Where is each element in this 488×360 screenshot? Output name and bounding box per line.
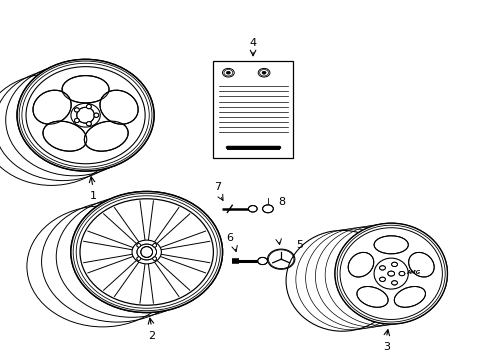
Text: AMG: AMG: [405, 270, 419, 275]
Ellipse shape: [94, 113, 99, 117]
Ellipse shape: [71, 192, 222, 312]
Ellipse shape: [373, 258, 407, 289]
Polygon shape: [160, 231, 209, 250]
Circle shape: [391, 281, 397, 285]
Circle shape: [257, 257, 267, 265]
Circle shape: [387, 271, 394, 276]
Ellipse shape: [86, 122, 91, 126]
Ellipse shape: [71, 103, 100, 127]
Circle shape: [262, 205, 273, 213]
Polygon shape: [83, 231, 133, 250]
Ellipse shape: [393, 287, 425, 307]
Ellipse shape: [17, 59, 154, 171]
Ellipse shape: [334, 223, 447, 324]
Text: 7: 7: [214, 181, 221, 192]
Polygon shape: [83, 254, 133, 273]
Circle shape: [262, 71, 265, 74]
Ellipse shape: [373, 236, 407, 254]
Circle shape: [379, 266, 385, 270]
Text: 8: 8: [277, 197, 285, 207]
Circle shape: [267, 249, 294, 269]
Text: 5: 5: [295, 240, 302, 250]
Ellipse shape: [71, 192, 222, 312]
Circle shape: [222, 68, 234, 77]
Ellipse shape: [74, 108, 79, 112]
Polygon shape: [160, 254, 209, 273]
Ellipse shape: [141, 247, 152, 257]
Ellipse shape: [347, 252, 373, 277]
Bar: [212, 61, 293, 158]
Polygon shape: [154, 207, 189, 244]
Polygon shape: [140, 201, 153, 241]
Ellipse shape: [334, 223, 447, 324]
Ellipse shape: [152, 257, 156, 260]
Ellipse shape: [137, 244, 156, 260]
Polygon shape: [154, 260, 189, 297]
Ellipse shape: [77, 107, 94, 123]
Ellipse shape: [408, 252, 433, 277]
Text: 3: 3: [382, 342, 389, 352]
Circle shape: [248, 206, 257, 212]
Text: 2: 2: [148, 331, 155, 341]
Ellipse shape: [84, 121, 128, 151]
Ellipse shape: [356, 287, 387, 307]
Polygon shape: [103, 260, 139, 297]
Ellipse shape: [137, 257, 141, 260]
Polygon shape: [140, 263, 153, 303]
Polygon shape: [103, 207, 139, 244]
Circle shape: [391, 262, 397, 266]
Ellipse shape: [62, 76, 109, 103]
Circle shape: [226, 71, 230, 74]
Ellipse shape: [74, 118, 79, 123]
Ellipse shape: [86, 104, 91, 109]
Text: 4: 4: [249, 37, 256, 48]
Ellipse shape: [43, 121, 86, 151]
Circle shape: [258, 68, 269, 77]
Ellipse shape: [152, 244, 156, 247]
Circle shape: [398, 271, 404, 276]
Circle shape: [379, 277, 385, 282]
Ellipse shape: [17, 59, 154, 171]
Ellipse shape: [137, 244, 141, 247]
Text: 6: 6: [226, 233, 233, 243]
Ellipse shape: [33, 90, 71, 124]
Text: 1: 1: [89, 191, 96, 201]
Ellipse shape: [100, 90, 138, 124]
Ellipse shape: [132, 240, 161, 264]
